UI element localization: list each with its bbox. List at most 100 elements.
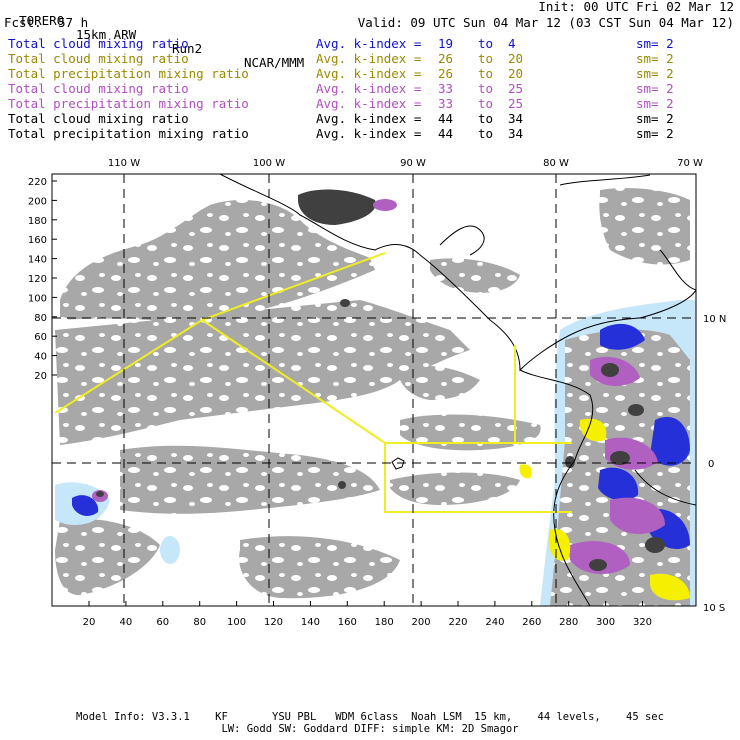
valid-time: Valid: 09 UTC Sun 04 Mar 12 (03 CST Sun …	[357, 15, 734, 30]
x-tick-label: 160	[338, 617, 357, 628]
mexico-convection	[298, 189, 376, 225]
legend-index-to: 34	[508, 126, 524, 141]
legend-index-to-word: to	[478, 126, 494, 141]
west-dark-core	[96, 491, 104, 497]
x-tick-label: 300	[596, 617, 615, 628]
legend-index-from: 26	[438, 66, 454, 81]
forecast-label: Fcst.	[4, 15, 42, 30]
cloud-region-north	[60, 200, 375, 323]
legend-field: Total cloud mixing ratio	[8, 51, 189, 66]
lon-label-100w: 100 W	[253, 158, 285, 169]
small-dark-cell-2	[338, 481, 346, 489]
x-tick-label: 220	[448, 617, 467, 628]
legend-field: Total precipitation mixing ratio	[8, 126, 249, 141]
yellow-region-1	[579, 418, 607, 442]
legend-index-to-word: to	[478, 111, 494, 126]
cloud-region-ssw	[239, 536, 400, 599]
x-tick-label: 140	[301, 617, 320, 628]
dark-core-3	[610, 451, 630, 465]
legend-index-to: 34	[508, 111, 524, 126]
yellow-region-4	[519, 464, 532, 479]
legend-index-label: Avg. k-index =	[316, 111, 422, 126]
y-tick-label: 220	[28, 177, 47, 188]
legend-smoothing: sm= 2	[636, 111, 674, 126]
x-tick-label: 120	[264, 617, 283, 628]
legend-index-to: 25	[508, 96, 524, 111]
coastlines	[219, 174, 696, 606]
legend-index-label: Avg. k-index =	[316, 51, 422, 66]
grid-lines	[52, 174, 696, 606]
dark-core-1	[601, 363, 619, 377]
legend-index-to-word: to	[478, 36, 494, 51]
init-time: Init: 00 UTC Fri 02 Mar 12	[538, 0, 734, 14]
west-blue-core	[72, 495, 99, 516]
y-tick-label: 100	[28, 293, 47, 304]
x-tick-label: 200	[412, 617, 431, 628]
lon-label-110w: 110 W	[108, 158, 140, 169]
legend-index-to-word: to	[478, 51, 494, 66]
x-tick-label: 60	[156, 617, 169, 628]
legend-field: Total cloud mixing ratio	[8, 111, 189, 126]
lat-labels: 10 N 0 10 S	[703, 314, 726, 614]
legend-smoothing: sm= 2	[636, 126, 674, 141]
small-dark-cell	[340, 299, 350, 307]
lat-label-10n: 10 N	[703, 314, 726, 325]
mexico-purple	[373, 199, 397, 211]
legend-field: Total precipitation mixing ratio	[8, 66, 249, 81]
x-tick-label: 280	[559, 617, 578, 628]
model-info-line-2: LW: Godd SW: Goddard DIFF: simple KM: 2D…	[221, 723, 519, 735]
legend-index-to: 4	[508, 36, 516, 51]
x-tick-label: 260	[522, 617, 541, 628]
legend-index-label: Avg. k-index =	[316, 96, 422, 111]
lat-label-10s: 10 S	[703, 603, 725, 614]
cloud-region-ne	[599, 188, 690, 265]
y-tick-label: 40	[34, 352, 47, 363]
model-org: NCAR/MMM	[244, 55, 305, 70]
x-tick-label: 320	[633, 617, 652, 628]
dark-core-5	[589, 559, 607, 571]
legend-smoothing: sm= 2	[636, 51, 674, 66]
x-axis-ticks: 20 40 60 80 100 120 140 160 180 200 220 240 260 280 30…	[83, 601, 652, 628]
legend-smoothing: sm= 2	[636, 36, 674, 51]
legend-index-from: 33	[438, 81, 454, 96]
y-tick-label: 200	[28, 196, 47, 207]
lon-label-70w: 70 W	[677, 158, 703, 169]
y-tick-label: 120	[28, 274, 47, 285]
legend-index-from: 33	[438, 96, 454, 111]
cloud-region-central	[55, 300, 470, 445]
lon-label-90w: 90 W	[400, 158, 426, 169]
model-run: Run2	[172, 41, 203, 56]
cloud-region-east	[400, 365, 480, 400]
legend-index-to: 25	[508, 81, 524, 96]
legend-index-from: 44	[438, 111, 454, 126]
purple-region-4	[570, 541, 630, 575]
x-tick-label: 240	[485, 617, 504, 628]
legend-index-to: 20	[508, 66, 524, 81]
legend-index-label: Avg. k-index =	[316, 66, 422, 81]
dark-core-2	[628, 404, 644, 416]
legend-field: Total cloud mixing ratio	[8, 36, 189, 51]
y-axis-ticks: 220 200 180 160 140 120 100 80 60 40 20	[28, 177, 57, 382]
dark-core-4	[645, 537, 665, 553]
header-line-1: TORERO 15km ARW Run2 NCAR/MMM	[4, 0, 304, 70]
legend-index-label: Avg. k-index =	[316, 126, 422, 141]
dark-core-6	[565, 456, 575, 468]
light-blue-sw	[160, 536, 180, 564]
lat-label-0: 0	[708, 459, 714, 470]
cloud-region-se	[390, 472, 520, 505]
y-tick-label: 180	[28, 216, 47, 227]
lon-label-80w: 80 W	[543, 158, 569, 169]
legend-index-from: 26	[438, 51, 454, 66]
model-info-line-1: Model Info: V3.3.1 KF YSU PBL WDM 6class…	[76, 711, 664, 723]
domain-box-lower	[384, 443, 572, 513]
y-tick-label: 80	[34, 313, 47, 324]
legend-index-label: Avg. k-index =	[316, 81, 422, 96]
y-tick-label: 140	[28, 255, 47, 266]
yellow-region-2	[548, 529, 571, 561]
cloud-region-eq	[400, 414, 541, 451]
y-tick-label: 160	[28, 235, 47, 246]
legend-index-from: 19	[438, 36, 454, 51]
blue-core-3	[598, 467, 639, 501]
legend-field: Total precipitation mixing ratio	[8, 96, 249, 111]
